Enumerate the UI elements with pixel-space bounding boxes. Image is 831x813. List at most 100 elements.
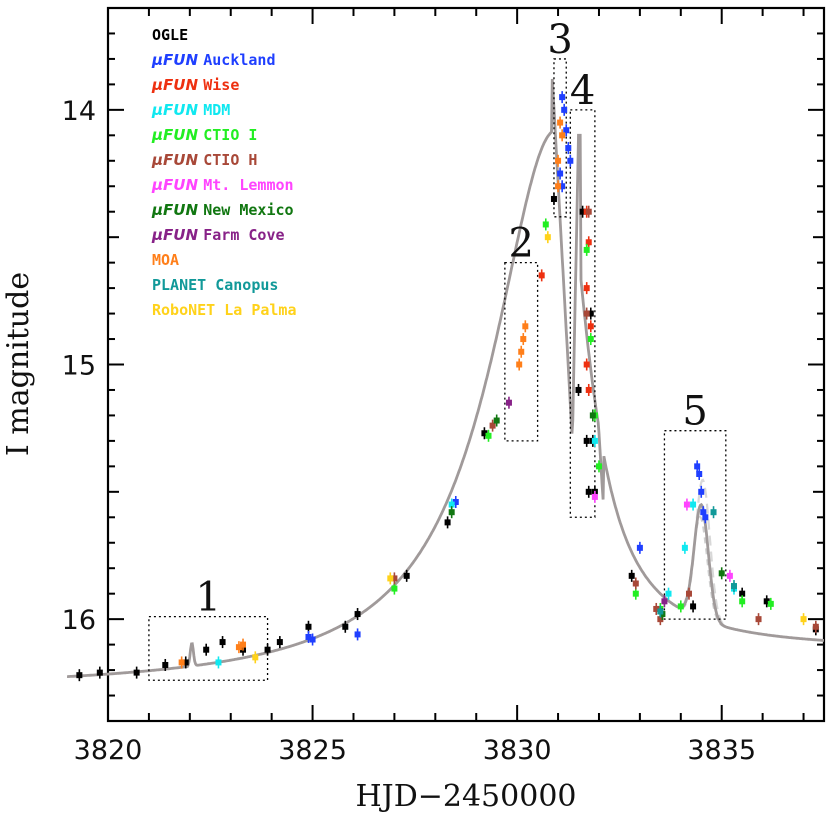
data-point: [252, 654, 259, 661]
data-point: [387, 575, 394, 582]
data-point: [694, 463, 701, 470]
data-points: [76, 91, 819, 682]
legend-prefix: μFUN: [151, 126, 203, 144]
annotation-label: 3: [547, 17, 572, 63]
data-point: [575, 386, 582, 393]
data-point: [755, 616, 762, 623]
data-point: [391, 575, 398, 582]
data-point: [587, 323, 594, 330]
annotation-label: 2: [509, 221, 534, 267]
data-point: [305, 633, 312, 640]
data-point: [585, 488, 592, 495]
data-point: [550, 195, 557, 202]
data-point: [493, 417, 500, 424]
legend-entry: MOA: [152, 251, 179, 269]
legend-entry: μFUN Auckland: [151, 51, 276, 69]
data-point: [76, 672, 83, 679]
data-point: [444, 519, 451, 526]
data-point: [309, 636, 316, 643]
data-point: [555, 157, 562, 164]
legend-prefix: μFUN: [151, 101, 203, 119]
legend-prefix: μFUN: [151, 176, 203, 194]
data-point: [587, 310, 594, 317]
data-point: [481, 430, 488, 437]
legend-entry: RoboNET La Palma: [152, 301, 297, 319]
data-point: [305, 623, 312, 630]
data-point: [585, 386, 592, 393]
data-point: [182, 659, 189, 666]
legend-label: Auckland: [203, 51, 275, 69]
data-point: [585, 239, 592, 246]
annotation-label: 1: [196, 575, 221, 621]
data-point: [661, 598, 668, 605]
data-point: [219, 639, 226, 646]
data-point: [448, 509, 455, 516]
legend-entry: μFUN CTIO I: [151, 126, 257, 144]
data-point: [696, 470, 703, 477]
data-point: [700, 509, 707, 516]
annotation-label: 4: [570, 68, 595, 114]
legend-label: New Mexico: [203, 201, 293, 219]
data-point: [632, 590, 639, 597]
legend-prefix: μFUN: [151, 226, 203, 244]
data-point: [342, 623, 349, 630]
legend-label: MDM: [203, 101, 230, 119]
data-point: [538, 272, 545, 279]
data-point: [685, 590, 692, 597]
data-point: [690, 501, 697, 508]
data-point: [520, 336, 527, 343]
data-point: [726, 572, 733, 579]
legend-entry: μFUN Wise: [151, 76, 239, 94]
y-axis-title: I magnitude: [1, 272, 36, 456]
x-axis-title: HJD−2450000: [356, 779, 577, 813]
data-point: [505, 399, 512, 406]
data-point: [264, 646, 271, 653]
data-point: [591, 437, 598, 444]
data-point: [653, 605, 660, 612]
data-point: [559, 94, 566, 101]
annotation-box: [504, 261, 539, 442]
data-point: [718, 570, 725, 577]
legend-label: CTIO I: [203, 126, 257, 144]
data-point: [681, 544, 688, 551]
legend-prefix: μFUN: [151, 76, 203, 94]
legend-prefix: μFUN: [151, 151, 203, 169]
data-point: [657, 608, 664, 615]
data-point: [215, 659, 222, 666]
data-point: [583, 361, 590, 368]
data-point: [567, 157, 574, 164]
annotation-label: 5: [682, 389, 707, 435]
data-point: [665, 590, 672, 597]
data-point: [585, 208, 592, 215]
data-point: [133, 669, 140, 676]
x-tick-label: 3835: [687, 735, 756, 766]
data-point: [591, 493, 598, 500]
legend-entry: μFUN Mt. Lemmon: [151, 176, 294, 194]
data-point: [636, 544, 643, 551]
legend-label: RoboNET La Palma: [152, 301, 297, 319]
data-point: [354, 631, 361, 638]
data-point: [557, 119, 564, 126]
legend-label: Mt. Lemmon: [203, 176, 293, 194]
data-point: [589, 412, 596, 419]
legend-entry: μFUN MDM: [151, 101, 230, 119]
data-point: [391, 585, 398, 592]
data-point: [557, 170, 564, 177]
data-point: [683, 501, 690, 508]
data-point: [203, 646, 210, 653]
data-point: [739, 598, 746, 605]
data-point: [812, 623, 819, 630]
annotation-box: [553, 58, 567, 218]
data-point: [522, 323, 529, 330]
data-point: [162, 661, 169, 668]
data-point: [516, 361, 523, 368]
data-point: [763, 598, 770, 605]
data-point: [583, 310, 590, 317]
legend-prefix: μFUN: [151, 201, 203, 219]
data-point: [690, 603, 697, 610]
annotation-box: [569, 109, 596, 518]
data-point: [595, 463, 602, 470]
data-point: [555, 183, 562, 190]
data-point: [632, 580, 639, 587]
